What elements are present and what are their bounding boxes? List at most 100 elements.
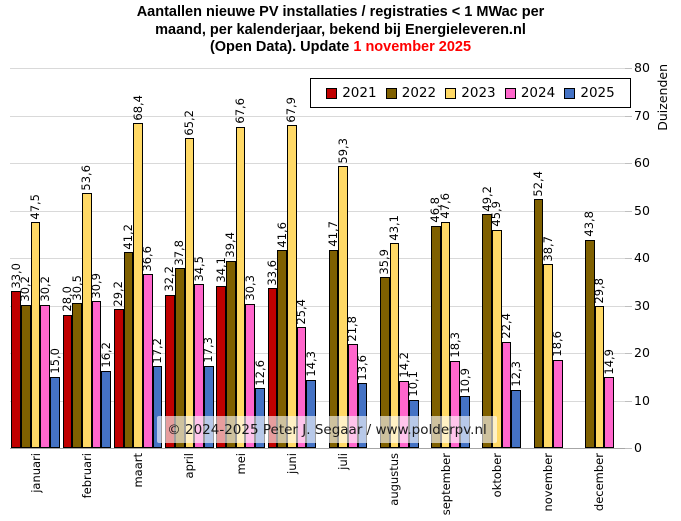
chart-title-line3: (Open Data). Update 1 november 2025 — [0, 39, 681, 57]
gridline — [10, 163, 625, 164]
legend-item-2024: 2024 — [504, 85, 555, 101]
bar-value-label: 16,2 — [98, 342, 113, 369]
bar-value-label: 38,7 — [540, 235, 555, 262]
bar-value-label: 30,2 — [37, 275, 52, 302]
x-label-september: september — [438, 453, 453, 516]
bar-value-label: 29,8 — [591, 277, 606, 304]
bar-2021-april — [165, 295, 175, 448]
bar-value-label: 10,9 — [457, 367, 472, 394]
bar-2022-mei — [226, 260, 236, 448]
bar-value-label: 25,4 — [294, 298, 309, 325]
bar-2021-juni — [267, 288, 278, 448]
bar-2024-maart — [142, 274, 153, 448]
bar-2024-april — [194, 284, 204, 448]
bar-2022-april — [174, 268, 185, 448]
bar-value-label: 18,3 — [447, 332, 462, 359]
y-tick-mark — [625, 115, 632, 117]
bar-value-label: 14,9 — [601, 348, 616, 375]
bar-2022-februari — [72, 303, 82, 448]
bar-2022-augustus — [379, 277, 390, 448]
bar-value-label: 43,1 — [386, 214, 401, 241]
bar-2021-maart — [113, 309, 124, 448]
bar-value-label: 21,8 — [345, 315, 360, 342]
bar-2021-februari — [62, 315, 73, 448]
x-label-mei: mei — [233, 453, 248, 475]
y-tick-label: 40 — [634, 250, 650, 265]
x-label-april: april — [182, 453, 197, 479]
bar-2024-augustus — [399, 380, 409, 448]
bar-2023-april — [184, 138, 195, 448]
bar-value-label: 67,9 — [284, 96, 299, 123]
bar-2023-juli — [338, 166, 348, 448]
bar-2024-mei — [245, 304, 256, 448]
legend-swatch-2022 — [385, 87, 397, 99]
bar-2024-februari — [91, 301, 102, 448]
legend-label-2023: 2023 — [461, 85, 496, 101]
bar-2023-juni — [287, 125, 297, 448]
bar-value-label: 18,6 — [550, 331, 565, 357]
y-tick-mark — [625, 163, 632, 164]
chart-title-line3-prefix: (Open Data). Update — [209, 39, 354, 55]
legend-swatch-2025 — [564, 87, 576, 99]
bar-value-label: 52,4 — [530, 170, 545, 197]
y-tick-mark — [625, 210, 632, 212]
x-label-februari: februari — [79, 453, 94, 499]
bar-2024-september — [450, 361, 461, 448]
bar-2023-augustus — [389, 243, 400, 448]
bar-2022-juni — [277, 250, 287, 448]
bar-2025-februari — [101, 371, 112, 448]
bar-2024-oktober — [501, 341, 512, 448]
legend-swatch-2021 — [326, 87, 338, 99]
bar-2023-september — [440, 221, 451, 448]
bar-2024-november — [552, 359, 563, 448]
bar-value-label: 67,6 — [233, 98, 248, 124]
bar-2025-april — [203, 365, 214, 448]
bar-2022-december — [584, 239, 595, 448]
y-axis-title: Duizenden — [655, 64, 670, 131]
x-label-juni: juni — [284, 453, 299, 474]
bar-value-label: 10,1 — [406, 371, 421, 398]
legend-item-2021: 2021 — [326, 85, 377, 101]
legend-swatch-2023 — [445, 87, 457, 99]
bar-value-label: 17,2 — [150, 337, 165, 364]
y-tick-mark — [625, 448, 632, 449]
bar-2023-november — [543, 264, 553, 448]
bar-value-label: 34,5 — [191, 255, 206, 282]
gridline — [10, 115, 625, 117]
y-tick-mark — [625, 305, 632, 307]
bar-value-label: 17,3 — [201, 337, 216, 363]
y-tick-label: 20 — [634, 345, 650, 360]
y-tick-label: 10 — [634, 392, 650, 408]
bar-value-label: 47,5 — [28, 193, 43, 220]
y-tick-mark — [625, 68, 632, 69]
gridline — [10, 353, 625, 354]
bar-2025-maart — [152, 366, 163, 448]
legend-item-2023: 2023 — [445, 85, 496, 101]
chart-title-update-date: 1 november 2025 — [353, 39, 472, 55]
legend: 2021 2022 2023 2024 2025 — [310, 78, 631, 108]
legend-label-2025: 2025 — [580, 85, 615, 101]
legend-item-2025: 2025 — [564, 85, 615, 101]
y-tick-mark — [625, 353, 632, 354]
bar-value-label: 30,3 — [242, 275, 257, 302]
y-tick-mark — [625, 258, 632, 259]
x-label-januari: januari — [28, 453, 43, 493]
y-tick-label: 0 — [634, 440, 642, 455]
bar-value-label: 45,9 — [489, 201, 504, 227]
bar-2022-maart — [123, 252, 134, 448]
x-label-augustus: augustus — [387, 453, 402, 506]
bar-2023-mei — [235, 126, 246, 448]
bar-value-label: 47,6 — [438, 193, 453, 219]
bar-2023-maart — [133, 123, 143, 448]
bar-2025-juni — [306, 380, 317, 448]
bar-value-label: 13,6 — [355, 354, 370, 381]
y-tick-mark — [625, 400, 632, 402]
copyright-watermark: © 2024-2025 Peter J. Segaar / www.polder… — [157, 416, 497, 443]
bar-2025-januari — [50, 376, 60, 448]
bar-value-label: 14,3 — [303, 351, 318, 378]
bar-2022-januari — [21, 304, 31, 448]
gridline — [10, 400, 625, 402]
y-tick-label: 30 — [634, 297, 650, 313]
gridline — [10, 210, 625, 212]
